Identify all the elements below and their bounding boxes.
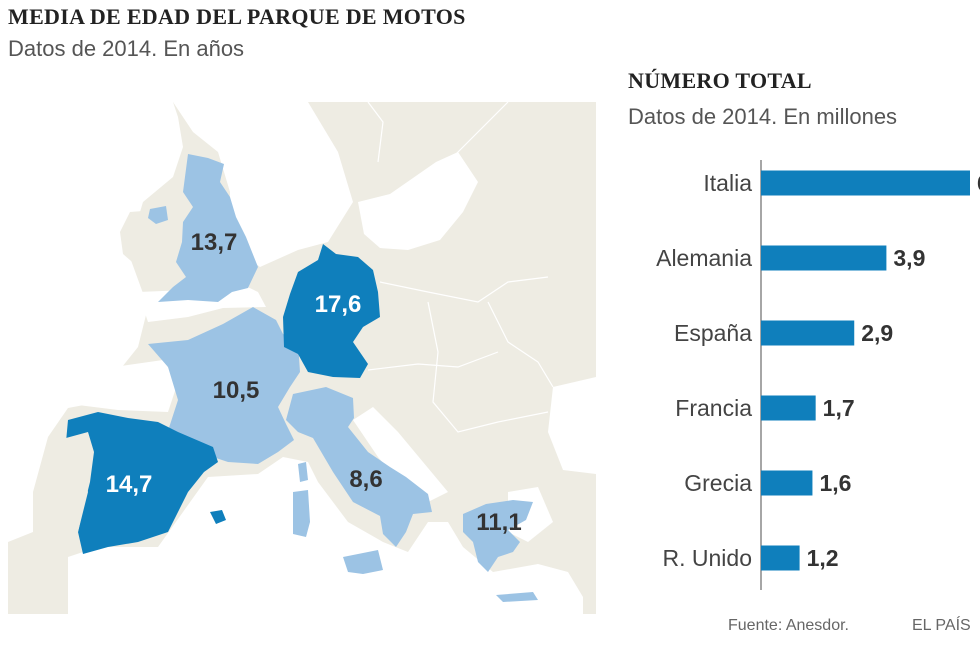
value-label: 1,6 bbox=[819, 470, 851, 496]
crete-region bbox=[496, 592, 538, 602]
ireland-region bbox=[120, 210, 170, 267]
northern-ireland-region bbox=[148, 206, 168, 224]
europe-map: 13,7 17,6 10,5 14,7 8,6 11,1 bbox=[8, 102, 596, 614]
value-label: 3,9 bbox=[893, 245, 925, 271]
bar-series: Italia 6,5 Alemania 3,9 España 2,9 Francia 1,7 G… bbox=[656, 170, 980, 571]
category-label: R. Unido bbox=[663, 545, 752, 571]
italy-value-label: 8,6 bbox=[349, 466, 382, 493]
country-borders bbox=[367, 102, 554, 433]
publisher-label: EL PAÍS bbox=[912, 617, 971, 634]
corsica-region bbox=[298, 462, 308, 482]
bar-chart-subtitle: Datos de 2014. En millones bbox=[628, 104, 898, 129]
germany-region bbox=[283, 244, 380, 378]
bar-chart-title: NÚMERO TOTAL bbox=[628, 68, 812, 93]
sardinia-region bbox=[293, 490, 310, 537]
bar bbox=[761, 470, 813, 496]
value-label: 1,7 bbox=[823, 395, 855, 421]
category-label: Italia bbox=[703, 170, 752, 196]
map-title: MEDIA DE EDAD DEL PARQUE DE MOTOS bbox=[8, 4, 466, 29]
category-label: Francia bbox=[675, 395, 752, 421]
bar-chart: Italia 6,5 Alemania 3,9 España 2,9 Francia 1,7 G… bbox=[656, 160, 980, 590]
value-label: 2,9 bbox=[861, 320, 893, 346]
black-sea bbox=[548, 377, 596, 474]
spain-value-label: 14,7 bbox=[106, 471, 153, 498]
sicily-region bbox=[343, 550, 383, 574]
category-label: España bbox=[674, 320, 752, 346]
italy-region bbox=[286, 387, 432, 547]
baltic-sea bbox=[358, 152, 478, 250]
spain-region bbox=[66, 412, 218, 554]
france-region bbox=[148, 307, 300, 464]
bar bbox=[761, 170, 970, 196]
portugal-region bbox=[60, 432, 94, 532]
mediterranean-sea bbox=[68, 457, 583, 614]
bar bbox=[761, 320, 855, 346]
category-label: Alemania bbox=[656, 245, 752, 271]
category-label: Grecia bbox=[684, 470, 752, 496]
map-subtitle: Datos de 2014. En años bbox=[8, 36, 245, 61]
value-label: 6,5 bbox=[977, 170, 980, 196]
germany-value-label: 17,6 bbox=[315, 291, 362, 318]
north-sea bbox=[173, 102, 353, 267]
value-label: 1,2 bbox=[807, 545, 839, 571]
adriatic-sea bbox=[353, 407, 448, 502]
france-value-label: 10,5 bbox=[213, 377, 260, 404]
source-note: Fuente: Anesdor. bbox=[728, 617, 849, 634]
greece-region bbox=[463, 500, 533, 572]
balearic-region bbox=[210, 510, 226, 524]
uk-value-label: 13,7 bbox=[191, 229, 238, 256]
biscay-sea bbox=[78, 360, 178, 412]
greece-value-label: 11,1 bbox=[476, 509, 521, 536]
uk-region bbox=[158, 154, 258, 302]
bar bbox=[761, 395, 816, 421]
bar bbox=[761, 545, 800, 571]
bar bbox=[761, 245, 887, 271]
